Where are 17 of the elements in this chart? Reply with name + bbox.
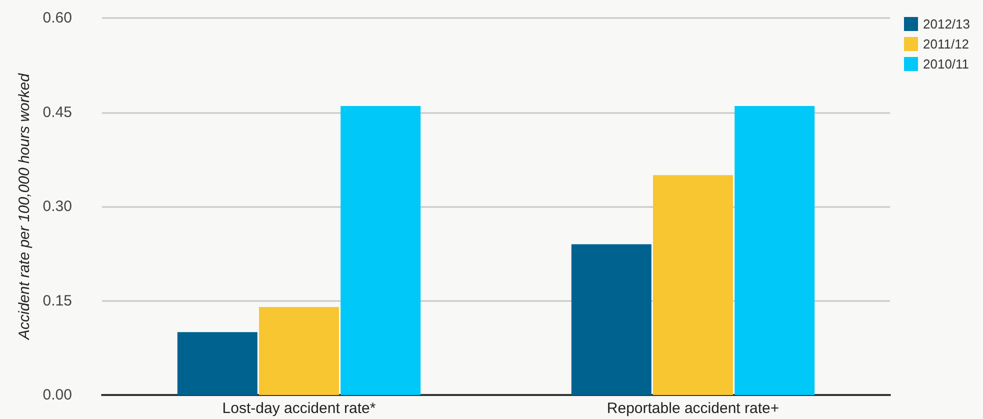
legend-label: 2012/13	[923, 16, 970, 32]
bar	[653, 175, 733, 395]
y-axis-title: Accident rate per 100,000 hours worked	[16, 72, 33, 340]
bar	[571, 244, 652, 395]
x-tick-label: Reportable accident rate+	[606, 400, 780, 417]
legend-label: 2010/11	[923, 56, 970, 72]
bar	[259, 307, 339, 395]
y-tick-label: 0.15	[42, 292, 72, 310]
x-tick-label: Lost-day accident rate*	[222, 400, 376, 417]
y-tick-label: 0.30	[42, 198, 72, 215]
bar	[734, 106, 815, 395]
legend-label: 2011/12	[923, 36, 970, 52]
y-tick-label: 0.45	[42, 104, 72, 121]
bar	[340, 106, 421, 395]
bar	[177, 332, 258, 395]
y-tick-label: 0.00	[42, 386, 72, 404]
y-tick-label: 0.60	[42, 10, 72, 26]
